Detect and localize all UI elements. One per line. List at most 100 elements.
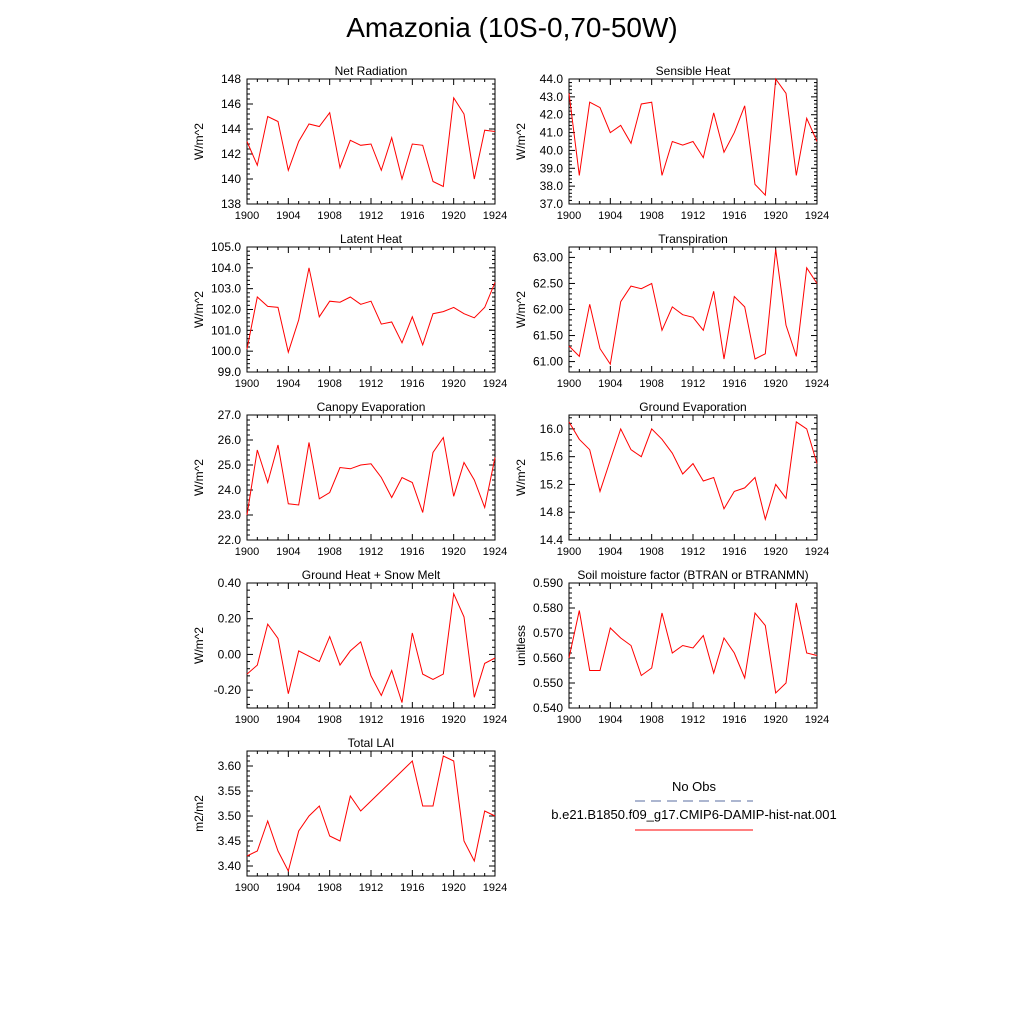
y-tick-label: 16.0 xyxy=(540,422,564,436)
y-tick-label: 100.0 xyxy=(211,344,241,358)
panel-2: 1900 1904 1908 1912 1916 1920 1924 37.0 38.0 39.0… xyxy=(514,64,829,222)
x-tick-label: 1916 xyxy=(400,210,424,222)
plot-frame xyxy=(568,414,818,541)
x-tick-label: 1900 xyxy=(557,714,581,726)
y-tick-label: 15.6 xyxy=(540,450,564,464)
y-tick-label: 0.540 xyxy=(533,701,563,715)
y-tick-label: 27.0 xyxy=(218,408,242,422)
y-axis-label: W/m^2 xyxy=(514,123,528,160)
y-tick-label: 62.00 xyxy=(533,303,563,317)
x-tick-label: 1900 xyxy=(235,714,259,726)
y-tick-label: 14.8 xyxy=(540,505,564,519)
y-tick-label: 3.40 xyxy=(218,859,242,873)
panel-7: 1900 1904 1908 1912 1916 1920 1924 -0.20 0.00 0.2… xyxy=(192,568,507,726)
x-tick-label: 1920 xyxy=(763,714,787,726)
y-tick-label: 146 xyxy=(221,97,241,111)
y-tick-label: 102.0 xyxy=(211,303,241,317)
y-axis-label: W/m^2 xyxy=(514,291,528,328)
x-tick-label: 1920 xyxy=(441,546,465,558)
x-tick-label: 1908 xyxy=(317,546,341,558)
panel-title: Transpiration xyxy=(658,232,728,246)
x-tick-label: 1912 xyxy=(359,378,383,390)
y-tick-label: 26.0 xyxy=(218,433,242,447)
panel-8: 1900 1904 1908 1912 1916 1920 1924 0.540 0.550 0.… xyxy=(514,568,829,726)
y-tick-label: 0.570 xyxy=(533,626,563,640)
y-tick-label: 61.00 xyxy=(533,355,563,369)
x-tick-label: 1908 xyxy=(317,714,341,726)
y-axis-label: W/m^2 xyxy=(192,627,206,664)
y-tick-label: 37.0 xyxy=(540,197,564,211)
x-tick-label: 1904 xyxy=(276,378,300,390)
y-tick-label: 38.0 xyxy=(540,179,564,193)
legend xyxy=(635,800,753,831)
x-tick-label: 1912 xyxy=(359,882,383,894)
y-tick-label: 148 xyxy=(221,72,241,86)
y-tick-label: 0.00 xyxy=(218,647,242,661)
y-tick-label: 41.0 xyxy=(540,126,564,140)
y-tick-label: 25.0 xyxy=(218,458,242,472)
x-tick-label: 1908 xyxy=(639,210,663,222)
y-tick-label: 104.0 xyxy=(211,261,241,275)
y-axis-label: W/m^2 xyxy=(192,123,206,160)
x-tick-label: 1916 xyxy=(722,210,746,222)
x-tick-label: 1912 xyxy=(359,546,383,558)
x-tick-label: 1904 xyxy=(598,378,622,390)
x-tick-label: 1924 xyxy=(483,882,507,894)
x-tick-label: 1916 xyxy=(400,714,424,726)
x-tick-label: 1912 xyxy=(359,714,383,726)
x-tick-label: 1912 xyxy=(681,714,705,726)
x-tick-label: 1900 xyxy=(557,546,581,558)
x-tick-label: 1904 xyxy=(276,546,300,558)
x-tick-label: 1904 xyxy=(598,210,622,222)
y-tick-label: 0.560 xyxy=(533,651,563,665)
panel-title: Ground Evaporation xyxy=(639,400,746,414)
y-tick-label: 0.580 xyxy=(533,601,563,615)
series-line xyxy=(246,96,496,188)
panel-title: Soil moisture factor (BTRAN or BTRANMN) xyxy=(577,568,808,582)
y-tick-label: 103.0 xyxy=(211,282,241,296)
y-tick-label: 99.0 xyxy=(218,365,242,379)
series-line xyxy=(246,755,496,873)
y-tick-label: 142 xyxy=(221,147,241,161)
panel-6: 1900 1904 1908 1912 1916 1920 1924 14.4 14.8 15.2… xyxy=(514,400,829,558)
x-tick-label: 1908 xyxy=(639,546,663,558)
x-tick-label: 1900 xyxy=(235,882,259,894)
y-tick-label: 0.20 xyxy=(218,612,242,626)
x-tick-label: 1924 xyxy=(483,378,507,390)
y-tick-label: 101.0 xyxy=(211,323,241,337)
x-tick-label: 1900 xyxy=(235,546,259,558)
x-tick-label: 1904 xyxy=(276,210,300,222)
y-tick-label: 138 xyxy=(221,197,241,211)
y-tick-label: 39.0 xyxy=(540,161,564,175)
panel-4: 1900 1904 1908 1912 1916 1920 1924 61.00 61.50 62… xyxy=(514,232,829,390)
x-tick-label: 1920 xyxy=(763,210,787,222)
x-tick-label: 1916 xyxy=(722,546,746,558)
x-tick-label: 1908 xyxy=(639,378,663,390)
y-tick-label: 61.50 xyxy=(533,329,563,343)
x-tick-label: 1924 xyxy=(805,714,829,726)
x-tick-label: 1904 xyxy=(276,714,300,726)
panel-title: Net Radiation xyxy=(335,64,408,78)
series-line xyxy=(568,249,818,366)
x-tick-label: 1916 xyxy=(400,882,424,894)
y-tick-label: 43.0 xyxy=(540,90,564,104)
x-tick-label: 1924 xyxy=(805,210,829,222)
y-tick-label: 3.55 xyxy=(218,784,242,798)
y-axis-label: W/m^2 xyxy=(192,291,206,328)
x-tick-label: 1908 xyxy=(317,378,341,390)
y-tick-label: 3.50 xyxy=(218,809,242,823)
panel-title: Sensible Heat xyxy=(656,64,731,78)
y-tick-label: 0.550 xyxy=(533,676,563,690)
x-tick-label: 1912 xyxy=(681,546,705,558)
figure-title: Amazonia (10S-0,70-50W) xyxy=(346,12,678,43)
y-tick-label: 24.0 xyxy=(218,483,242,497)
x-tick-label: 1916 xyxy=(722,714,746,726)
series-line xyxy=(246,436,496,516)
x-tick-label: 1900 xyxy=(235,210,259,222)
x-tick-label: 1908 xyxy=(317,210,341,222)
x-tick-label: 1904 xyxy=(276,882,300,894)
series-line xyxy=(568,602,818,695)
panel-1: 1900 1904 1908 1912 1916 1920 1924 138 140 142 144… xyxy=(192,64,507,222)
y-tick-label: 140 xyxy=(221,172,241,186)
x-tick-label: 1924 xyxy=(483,714,507,726)
